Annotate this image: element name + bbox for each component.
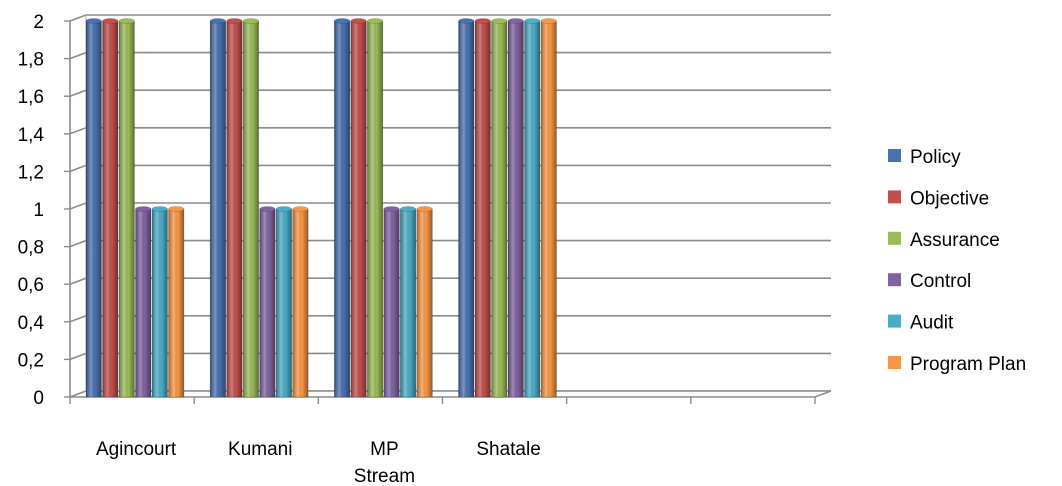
bar [135,206,152,398]
bar [292,206,309,398]
bar [367,18,384,398]
bar [416,206,433,398]
legend-label: Control [910,271,971,292]
bar [458,18,475,398]
bar [168,206,185,398]
x-tick-label: Kumani [228,439,292,460]
legend-label: Objective [910,188,989,209]
legend-label: Policy [910,147,961,168]
legend-swatch [888,190,901,204]
legend-label: Program Plan [910,354,1026,375]
y-tick-label: 0 [33,388,44,409]
legend-swatch [888,231,901,245]
axes: 0 0,2 0,4 0,6 0,8 1 1,2 1,4 1,6 1,8 2 Agincourt Kuma… [18,12,816,486]
bar [151,206,168,398]
legend-item: Audit [888,313,954,334]
bar [209,18,226,398]
y-tick-label: 2 [33,12,44,33]
bar [85,18,102,398]
bar [507,18,524,398]
x-tick-label: MP [370,439,399,460]
y-tick-label: 1,2 [18,162,44,183]
bar [102,18,119,398]
legend-item: Program Plan [888,354,1026,375]
legend-item: Control [888,271,971,292]
legend-item: Assurance [888,230,1000,251]
y-tick-label: 1 [33,200,44,221]
bar [474,18,491,398]
legend-item: Objective [888,188,989,209]
bar [259,206,276,398]
bar [275,206,292,398]
y-tick-label: 1,4 [18,125,45,146]
x-tick-label: Stream [354,466,415,486]
legend-swatch [888,314,901,328]
bar [118,18,135,398]
bars [85,18,557,398]
bar [350,18,367,398]
legend-swatch [888,149,901,162]
legend-swatch [888,356,901,369]
legend: Policy Objective Assurance Control Audit Prog… [888,147,1026,375]
y-tick-label: 1,6 [18,87,44,108]
legend-label: Audit [910,313,954,334]
bar [226,18,243,398]
y-tick-label: 0,8 [18,238,44,259]
bar [400,206,417,398]
legend-item: Policy [888,147,961,168]
bar [491,18,508,398]
legend-swatch [888,273,901,287]
bar [540,18,557,398]
bar [334,18,351,398]
y-tick-label: 1,8 [18,50,44,71]
x-tick-label: Shatale [476,439,540,460]
bar [242,18,259,398]
x-tick-label: Agincourt [96,439,177,460]
bar [524,18,541,398]
bar [383,206,400,398]
y-tick-label: 0,2 [18,350,44,371]
legend-label: Assurance [910,230,1000,251]
y-tick-label: 0,6 [18,275,44,296]
y-tick-label: 0,4 [18,313,45,334]
